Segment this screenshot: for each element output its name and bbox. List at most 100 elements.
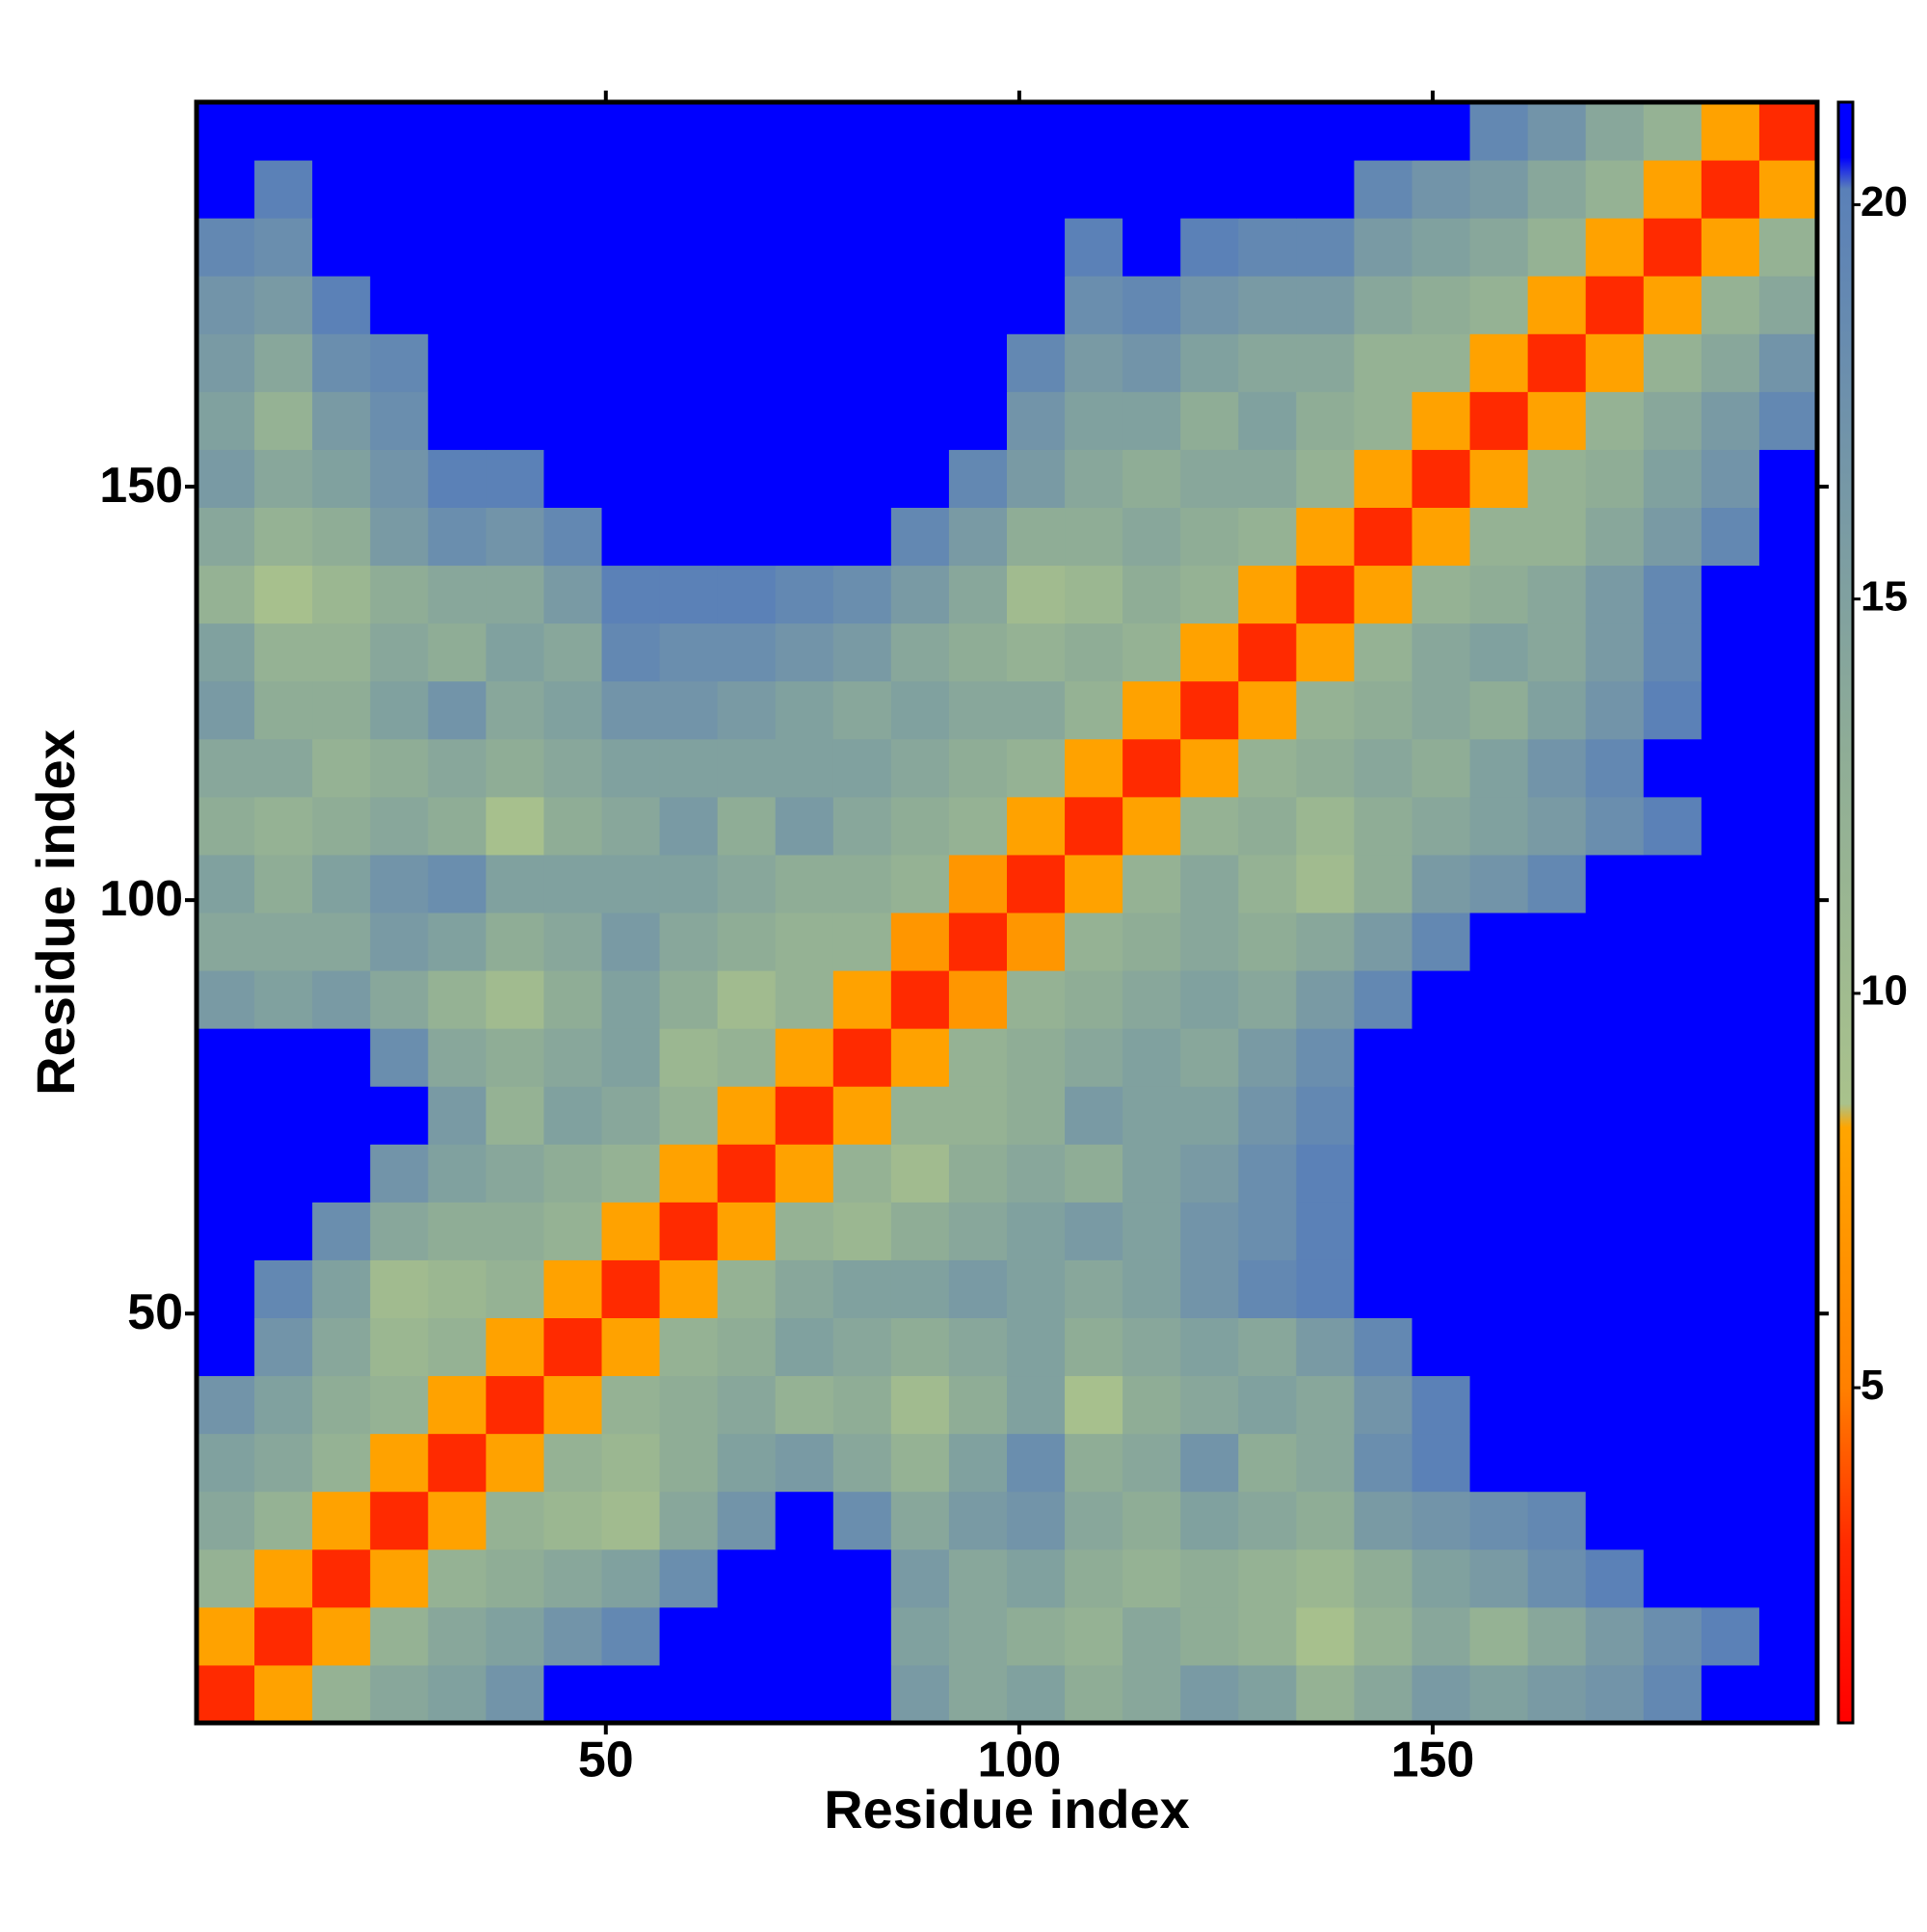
heatmap-cell (1065, 565, 1123, 624)
heatmap-cell (890, 913, 950, 971)
heatmap-cell (312, 1664, 371, 1724)
heatmap-cell (254, 333, 313, 392)
heatmap-cell (1758, 1491, 1818, 1550)
heatmap-cell (1065, 102, 1123, 161)
heatmap-cell (1238, 1086, 1297, 1145)
heatmap-cell (890, 680, 950, 740)
heatmap-cell (1643, 738, 1703, 798)
heatmap-cell (1354, 1433, 1412, 1493)
heatmap-cell (1469, 160, 1529, 219)
heatmap-cell (1758, 449, 1818, 508)
heatmap-cell (601, 1548, 661, 1608)
heatmap-cell (948, 565, 1008, 624)
heatmap-cell (948, 680, 1008, 740)
heatmap-cell (1758, 738, 1818, 798)
heatmap-cell (1412, 1375, 1471, 1435)
heatmap-cell (1527, 276, 1587, 334)
heatmap-cell (1585, 1144, 1645, 1203)
heatmap-cell (832, 333, 892, 392)
heatmap-cell (1122, 565, 1181, 624)
heatmap-cell (601, 1606, 661, 1666)
heatmap-cell (1412, 507, 1471, 567)
heatmap-cell (1296, 391, 1355, 450)
heatmap-cell (543, 565, 602, 624)
heatmap-cell (254, 1491, 313, 1550)
heatmap-cell (1296, 680, 1355, 740)
heatmap-cell (890, 1144, 950, 1203)
heatmap-cell (601, 1491, 661, 1550)
heatmap-cell (1585, 276, 1645, 334)
heatmap-cell (1469, 854, 1529, 913)
heatmap-cell (370, 1086, 429, 1145)
heatmap-cell (1412, 1548, 1471, 1608)
heatmap-cell (948, 218, 1008, 277)
heatmap-cell (717, 507, 777, 567)
heatmap-cell (1007, 1259, 1066, 1318)
heatmap-cell (1296, 1548, 1355, 1608)
heatmap-cell (1469, 1202, 1529, 1260)
heatmap-cell (254, 276, 313, 334)
heatmap-cell (254, 796, 313, 856)
heatmap-cell (312, 1433, 371, 1493)
heatmap-cell (1412, 449, 1471, 508)
heatmap-cell (890, 449, 950, 508)
heatmap-cell (1643, 796, 1703, 856)
heatmap-cell (601, 1086, 661, 1145)
heatmap-cell (486, 1664, 544, 1724)
heatmap-cell (775, 1202, 834, 1260)
heatmap-cell (1527, 1375, 1587, 1435)
heatmap-cell (1007, 391, 1066, 450)
heatmap-cell (948, 1028, 1008, 1087)
heatmap-cell (1180, 738, 1239, 798)
heatmap-cell (659, 622, 719, 682)
heatmap-cell (832, 1433, 892, 1493)
heatmap-cell (197, 1548, 255, 1608)
heatmap-cell (1296, 276, 1355, 334)
heatmap-cell (312, 1028, 371, 1087)
heatmap-cell (486, 680, 544, 740)
heatmap-cell (601, 622, 661, 682)
heatmap-cell (1412, 333, 1471, 392)
heatmap-cell (1527, 391, 1587, 450)
heatmap-cell (1585, 1375, 1645, 1435)
heatmap-cell (543, 913, 602, 971)
heatmap-cell (832, 1606, 892, 1666)
heatmap-cell (1701, 391, 1760, 450)
heatmap-cell (543, 1028, 602, 1087)
heatmap-cell (890, 1606, 950, 1666)
heatmap-cell (370, 507, 429, 567)
heatmap-cell (1238, 970, 1297, 1029)
heatmap-cell (1180, 507, 1239, 567)
heatmap-cell (312, 1606, 371, 1666)
heatmap-cell (1701, 276, 1760, 334)
heatmap-cell (1180, 1491, 1239, 1550)
heatmap-cell (832, 276, 892, 334)
heatmap-cell (1412, 1491, 1471, 1550)
heatmap-cell (832, 1664, 892, 1724)
heatmap-cell (197, 796, 255, 856)
heatmap-cell (1527, 507, 1587, 567)
heatmap-cell (486, 854, 544, 913)
heatmap-cell (1238, 333, 1297, 392)
heatmap-cell (197, 1433, 255, 1493)
heatmap-cell (601, 160, 661, 219)
heatmap-cell (1296, 738, 1355, 798)
heatmap-cell (197, 1606, 255, 1666)
heatmap-cell (1065, 854, 1123, 913)
heatmap-cell (717, 1375, 777, 1435)
heatmap-cell (1296, 970, 1355, 1029)
heatmap-cell (1643, 333, 1703, 392)
heatmap-cell (1585, 1548, 1645, 1608)
heatmap-cell (890, 1548, 950, 1608)
heatmap-cell (1238, 1548, 1297, 1608)
heatmap-cell (890, 391, 950, 450)
heatmap-cell (543, 449, 602, 508)
heatmap-cell (312, 160, 371, 219)
heatmap-cell (775, 449, 834, 508)
heatmap-cell (1238, 1028, 1297, 1087)
heatmap-cell (1007, 913, 1066, 971)
heatmap-cell (1296, 160, 1355, 219)
heatmap-cell (1469, 1259, 1529, 1318)
heatmap-cell (1585, 1086, 1645, 1145)
heatmap-cell (1527, 1664, 1587, 1724)
